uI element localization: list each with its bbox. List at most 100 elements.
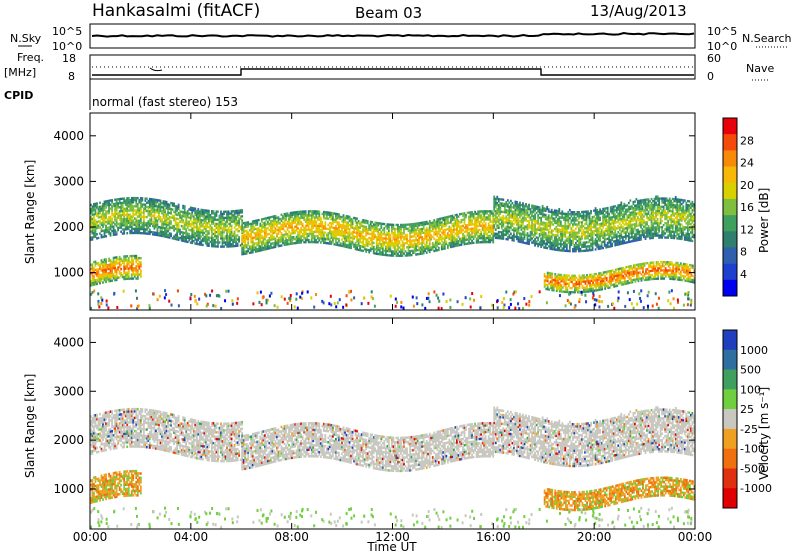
power-cell bbox=[145, 228, 148, 231]
power-cell bbox=[387, 237, 390, 241]
power-cell bbox=[301, 216, 304, 219]
power-cell bbox=[209, 224, 212, 227]
power-cell bbox=[496, 195, 499, 199]
power-cell bbox=[108, 280, 110, 283]
power-cell bbox=[117, 216, 120, 219]
power-cell bbox=[626, 224, 629, 228]
power-cell bbox=[97, 274, 100, 277]
power-cell bbox=[94, 221, 97, 224]
power-cell bbox=[344, 245, 346, 248]
power-cell bbox=[109, 261, 112, 264]
power-cell bbox=[229, 239, 231, 242]
power-cell bbox=[437, 238, 440, 241]
power-cell bbox=[153, 206, 156, 210]
power-cell bbox=[606, 208, 609, 212]
power-cell bbox=[130, 221, 133, 224]
power-cell bbox=[519, 220, 521, 223]
power-cell bbox=[474, 223, 476, 226]
power-cell bbox=[611, 236, 614, 239]
power-cell bbox=[428, 242, 431, 245]
power-cell bbox=[93, 215, 95, 218]
power-cell bbox=[144, 209, 147, 213]
power-cell bbox=[558, 246, 561, 250]
power-cell bbox=[568, 235, 571, 238]
power-cell bbox=[127, 259, 130, 262]
power-cell bbox=[152, 222, 154, 226]
power-cell bbox=[505, 237, 508, 241]
power-cell bbox=[561, 224, 564, 228]
power-cell bbox=[206, 211, 209, 214]
power-cell bbox=[440, 227, 443, 230]
power-cell bbox=[350, 246, 352, 250]
power-cell bbox=[478, 241, 481, 244]
power-cell bbox=[159, 232, 162, 235]
power-cell bbox=[360, 237, 363, 240]
power-cell bbox=[286, 226, 289, 230]
power-cell bbox=[553, 248, 556, 251]
power-cell bbox=[120, 216, 123, 219]
power-cell bbox=[621, 238, 624, 241]
power-cell bbox=[537, 218, 540, 221]
power-cell bbox=[395, 250, 398, 253]
power-cell bbox=[289, 215, 292, 219]
power-cell bbox=[297, 235, 300, 238]
power-cell bbox=[238, 236, 241, 239]
power-cell bbox=[565, 225, 568, 228]
power-cell bbox=[410, 239, 413, 242]
power-cell bbox=[129, 215, 132, 218]
power-cell bbox=[392, 233, 395, 237]
noise-tick-high-right: 10^5 bbox=[707, 25, 737, 38]
power-cell bbox=[497, 208, 500, 211]
power-cell bbox=[381, 237, 384, 240]
power-cell bbox=[148, 230, 151, 234]
power-cell bbox=[544, 238, 547, 241]
power-cell bbox=[381, 243, 384, 246]
power-cell bbox=[499, 235, 502, 238]
power-cell bbox=[338, 239, 340, 243]
power-cell bbox=[377, 246, 380, 250]
power-cell bbox=[596, 231, 598, 234]
power-cell bbox=[505, 229, 508, 233]
power-cell bbox=[201, 229, 204, 232]
power-cell bbox=[90, 209, 92, 213]
power-cell bbox=[115, 276, 118, 280]
power-cell bbox=[394, 244, 396, 247]
power-cell bbox=[124, 255, 127, 258]
power-cell bbox=[145, 201, 148, 204]
power-cell bbox=[245, 223, 248, 226]
power-cell bbox=[463, 236, 466, 240]
power-cell bbox=[570, 227, 573, 230]
power-cell bbox=[484, 212, 487, 215]
power-cell bbox=[253, 222, 256, 225]
power-cell bbox=[384, 233, 387, 236]
power-cell bbox=[558, 212, 561, 215]
power-cell bbox=[226, 214, 228, 217]
power-cell bbox=[206, 223, 209, 227]
power-cell bbox=[165, 229, 168, 232]
power-cell bbox=[493, 232, 496, 235]
power-cell bbox=[108, 218, 110, 221]
power-cell bbox=[374, 233, 377, 237]
power-cell bbox=[164, 216, 166, 220]
power-cell bbox=[224, 241, 227, 244]
power-cell bbox=[599, 222, 602, 226]
power-cell bbox=[218, 229, 221, 232]
power-cell bbox=[118, 212, 121, 215]
power-cell bbox=[443, 230, 446, 234]
power-cell bbox=[602, 236, 605, 239]
power-cell bbox=[124, 199, 127, 202]
power-cell bbox=[309, 214, 312, 217]
power-cell bbox=[230, 234, 233, 238]
power-cell bbox=[565, 245, 568, 249]
power-cell bbox=[421, 252, 424, 255]
power-cell bbox=[618, 228, 621, 231]
power-cell bbox=[446, 236, 449, 239]
power-cell bbox=[135, 223, 138, 226]
power-cell bbox=[387, 254, 390, 257]
power-cell bbox=[538, 241, 541, 244]
power-cell bbox=[375, 221, 378, 225]
power-cell bbox=[121, 220, 124, 223]
power-cell bbox=[162, 233, 165, 236]
power-cell bbox=[462, 214, 464, 217]
power-cell bbox=[124, 271, 127, 274]
